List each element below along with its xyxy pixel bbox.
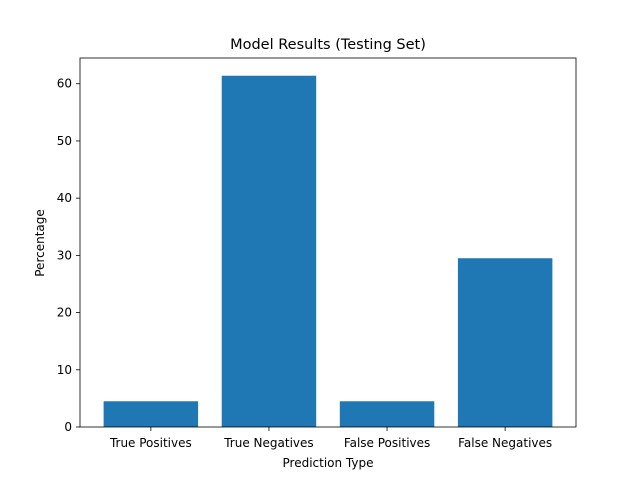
- bar-true-negatives: [221, 75, 317, 427]
- plot-frame: [79, 57, 577, 428]
- y-tick-label: 20: [57, 306, 72, 320]
- y-tick-label: 50: [57, 134, 72, 148]
- bar-false-positives: [339, 401, 435, 427]
- x-tick-label: True Positives: [109, 436, 192, 450]
- x-tick-label: False Positives: [344, 436, 430, 450]
- y-tick-label: 40: [57, 191, 72, 205]
- y-tick-label: 10: [57, 363, 72, 377]
- y-tick-label: 0: [64, 420, 72, 434]
- y-tick-label: 30: [57, 248, 72, 262]
- y-tick-label: 60: [57, 77, 72, 91]
- bar-false-negatives: [457, 258, 553, 427]
- x-tick-label: False Negatives: [458, 436, 552, 450]
- chart-title: Model Results (Testing Set): [230, 37, 426, 53]
- y-axis-label: Percentage: [33, 209, 47, 277]
- plot-area: True Positives True Negatives False Positi…: [57, 57, 577, 450]
- bar-true-positives: [103, 401, 199, 427]
- x-axis-label: Prediction Type: [283, 456, 374, 470]
- x-tick-label: True Negatives: [223, 436, 313, 450]
